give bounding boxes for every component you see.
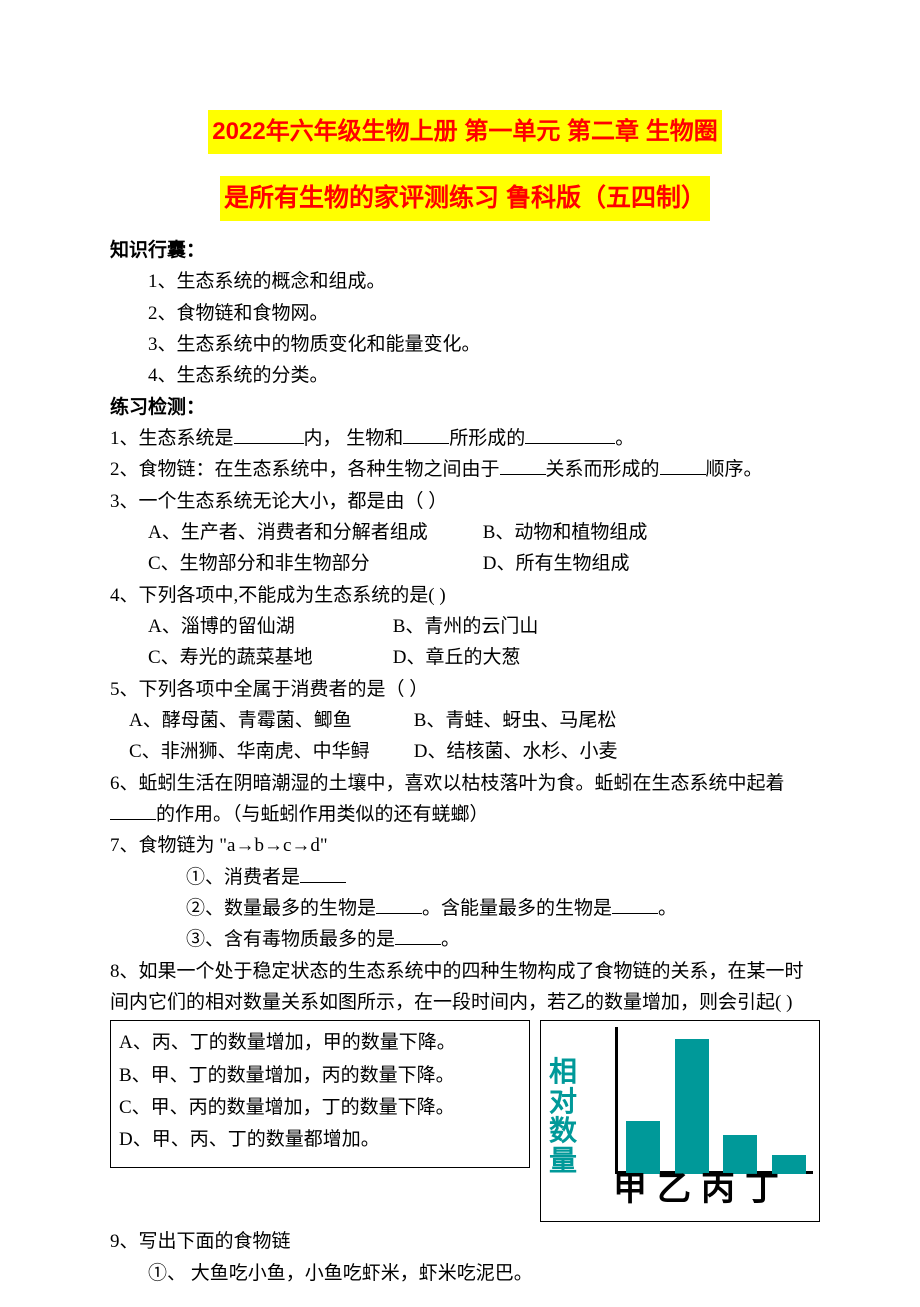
q2-text-b: 关系而形成的 — [546, 459, 660, 480]
chart-bars-area — [619, 1029, 813, 1174]
chart-bar-1 — [675, 1039, 709, 1174]
q2-text-c: 顺序。 — [706, 459, 763, 480]
question-3: 3、一个生态系统无论大小，都是由（ ） — [110, 486, 820, 517]
q7-1-text: ①、消费者是 — [186, 867, 300, 888]
question-8-line2: 间内它们的相对数量关系如图所示，在一段时间内，若乙的数量增加，则会引起( ) — [110, 987, 820, 1018]
q4-option-c: C、寿光的蔬菜基地 — [148, 642, 388, 673]
q4-options-row2: C、寿光的蔬菜基地 D、章丘的大葱 — [110, 642, 820, 673]
blank — [500, 457, 546, 475]
knowledge-item-3: 3、生态系统中的物质变化和能量变化。 — [110, 329, 820, 360]
q3-option-a: A、生产者、消费者和分解者组成 — [148, 517, 478, 548]
blank — [395, 927, 441, 945]
q6-text-a: 6、蚯蚓生活在阴暗潮湿的土壤中，喜欢以枯枝落叶为食。蚯蚓在生态系统中起着 — [110, 773, 785, 794]
chart-x-labels: 甲乙丙丁 — [613, 1161, 813, 1217]
q8-option-c: C、甲、丙的数量增加，丁的数量下降。 — [119, 1092, 521, 1124]
bar-chart: 相 对 数 量 甲乙丙丁 — [540, 1020, 820, 1222]
doc-title-line2: 是所有生物的家评测练习 鲁科版（五四制） — [220, 176, 710, 221]
ylabel-ch4: 量 — [549, 1146, 577, 1175]
question-6: 6、蚯蚓生活在阴暗潮湿的土壤中，喜欢以枯枝落叶为食。蚯蚓在生态系统中起着 — [110, 768, 820, 799]
question-2: 2、食物链：在生态系统中，各种生物之间由于 关系而形成的 顺序。 — [110, 454, 820, 485]
blank — [612, 896, 658, 914]
knowledge-item-1: 1、生态系统的概念和组成。 — [110, 266, 820, 297]
q7-sub1: ①、消费者是 — [110, 862, 820, 893]
q8-option-b: B、甲、丁的数量增加，丙的数量下降。 — [119, 1060, 521, 1092]
q9-sub1: ①、 大鱼吃小鱼，小鱼吃虾米，虾米吃泥巴。 — [110, 1258, 820, 1289]
question-8-line1: 8、如果一个处于稳定状态的生态系统中的四种生物构成了食物链的关系，在某一时 — [110, 956, 820, 987]
q5-option-c: C、非洲狮、华南虎、中华鲟 — [129, 736, 409, 767]
chart-y-label: 相 对 数 量 — [549, 1057, 577, 1175]
q3-options-row1: A、生产者、消费者和分解者组成 B、动物和植物组成 — [110, 517, 820, 548]
question-4: 4、下列各项中,不能成为生态系统的是( ) — [110, 580, 820, 611]
ylabel-ch3: 数 — [549, 1116, 577, 1145]
question-9: 9、写出下面的食物链 — [110, 1226, 820, 1257]
q7-sub3: ③、含有毒物质最多的是 。 — [110, 924, 820, 955]
xlabel-1: 乙 — [657, 1170, 701, 1208]
q5-options-row2: C、非洲狮、华南虎、中华鲟 D、结核菌、水杉、小麦 — [110, 736, 820, 767]
q3-option-b: B、动物和植物组成 — [483, 517, 648, 548]
q5-option-b: B、青蛙、蚜虫、马尾松 — [414, 705, 617, 736]
q3-option-c: C、生物部分和非生物部分 — [148, 548, 478, 579]
q3-options-row2: C、生物部分和非生物部分 D、所有生物组成 — [110, 548, 820, 579]
q1-text-d: 。 — [615, 428, 634, 449]
q3-option-d: D、所有生物组成 — [483, 548, 630, 579]
q1-text-a: 1、生态系统是 — [110, 428, 234, 449]
q8-option-d: D、甲、丙、丁的数量都增加。 — [119, 1124, 521, 1156]
q7-2-text-c: 。 — [658, 898, 677, 919]
q1-text-b: 内， 生物和 — [304, 428, 404, 449]
q1-text-c: 所形成的 — [449, 428, 525, 449]
xlabel-3: 丁 — [745, 1170, 789, 1208]
question-5: 5、下列各项中全属于消费者的是（ ） — [110, 674, 820, 705]
knowledge-item-4: 4、生态系统的分类。 — [110, 360, 820, 391]
knowledge-item-2: 2、食物链和食物网。 — [110, 298, 820, 329]
xlabel-0: 甲 — [613, 1170, 657, 1208]
chart-axis-y — [615, 1027, 618, 1174]
q4-option-b: B、青州的云门山 — [393, 611, 539, 642]
q2-text-a: 2、食物链：在生态系统中，各种生物之间由于 — [110, 459, 500, 480]
blank — [234, 426, 304, 444]
ylabel-ch2: 对 — [549, 1087, 577, 1116]
blank — [660, 457, 706, 475]
q8-option-a: A、丙、丁的数量增加，甲的数量下降。 — [119, 1027, 521, 1059]
q4-option-d: D、章丘的大葱 — [393, 642, 521, 673]
q8-options-box: A、丙、丁的数量增加，甲的数量下降。 B、甲、丁的数量增加，丙的数量下降。 C、… — [110, 1020, 530, 1167]
q5-option-a: A、酵母菌、青霉菌、鲫鱼 — [129, 705, 409, 736]
section-practice-head: 练习检测： — [110, 392, 820, 423]
blank — [525, 426, 615, 444]
q7-3-text-b: 。 — [441, 929, 460, 950]
question-6-cont: 的作用。（与蚯蚓作用类似的还有蜣螂） — [110, 799, 820, 830]
question-7: 7、食物链为 "a→b→c→d" — [110, 830, 820, 861]
q5-options-row1: A、酵母菌、青霉菌、鲫鱼 B、青蛙、蚜虫、马尾松 — [110, 705, 820, 736]
q5-option-d: D、结核菌、水杉、小麦 — [414, 736, 618, 767]
doc-title-line1: 2022年六年级生物上册 第一单元 第二章 生物圈 — [208, 110, 721, 154]
blank — [376, 896, 422, 914]
question-1: 1、生态系统是 内， 生物和 所形成的 。 — [110, 423, 820, 454]
q7-2-text-b: 。含能量最多的生物是 — [422, 898, 612, 919]
section-knowledge-head: 知识行囊： — [110, 235, 820, 266]
q6-text-b: 的作用。（与蚯蚓作用类似的还有蜣螂） — [156, 804, 489, 825]
q4-options-row1: A、淄博的留仙湖 B、青州的云门山 — [110, 611, 820, 642]
blank — [300, 865, 346, 883]
xlabel-2: 丙 — [701, 1170, 745, 1208]
blank — [403, 426, 449, 444]
q4-option-a: A、淄博的留仙湖 — [148, 611, 388, 642]
q7-2-text-a: ②、数量最多的生物是 — [186, 898, 376, 919]
q7-3-text-a: ③、含有毒物质最多的是 — [186, 929, 395, 950]
q7-sub2: ②、数量最多的生物是 。含能量最多的生物是 。 — [110, 893, 820, 924]
blank — [110, 802, 156, 820]
ylabel-ch1: 相 — [549, 1057, 577, 1086]
